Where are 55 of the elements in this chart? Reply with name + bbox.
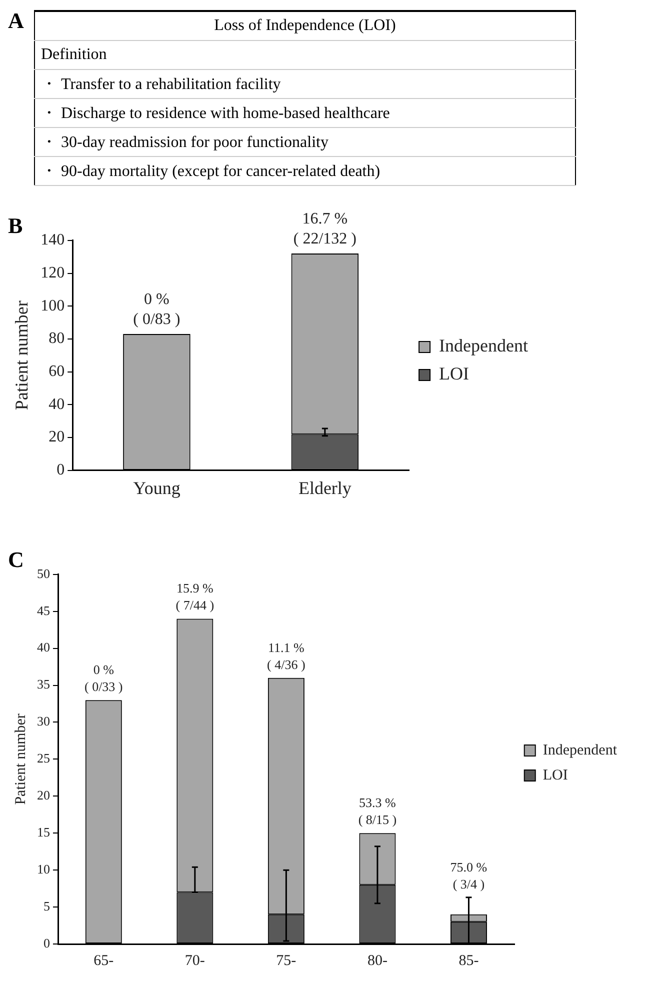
y-tick-label: 20 [37,788,50,803]
text: ・ 90-day mortality (except for cancer-related death) [34,156,576,186]
y-tick-label: 0 [56,462,65,479]
y-tick-label: 120 [40,264,65,282]
y-tick-label: 35 [37,676,50,692]
annotation: 0 % [93,662,114,677]
x-tick-label: 80- [367,952,388,969]
annotation: 15.9 % [176,580,214,596]
y-tick-label: 80 [48,330,65,348]
x-tick-label: 85- [458,952,479,969]
y-tick-label: 20 [48,428,65,446]
y-tick-label: 140 [40,232,65,249]
y-axis-title: Patient number [12,300,32,410]
annotation: 0 % [144,291,170,308]
annotation: 16.7 % [302,210,348,228]
annotation: ( 0/83 ) [133,311,180,328]
y-tick-label: 10 [37,862,50,876]
y-tick-label: 5 [44,898,50,914]
chart-title: C [8,546,24,572]
legend-label: LOI [542,767,568,784]
chart-title: B [8,212,23,238]
text: ・ Discharge to residence with home-based healthcare [34,98,576,128]
y-tick-label: 40 [37,640,50,655]
y-tick-label: 0 [44,935,50,950]
annotation: 75.0 % [450,859,488,874]
text: ・ 30-day readmission for poor functionality [34,128,576,156]
y-tick-label: 40 [48,396,65,413]
x-tick-label: Young [133,478,180,498]
y-tick-label: 30 [37,714,50,729]
text: ・ Transfer to a rehabilitation facility [34,70,576,98]
legend-label: LOI [439,364,470,384]
annotation: 53.3 % [359,795,396,810]
x-tick-label: Elderly [298,478,352,498]
legend-label: Independent [439,336,528,356]
annotation: 11.1 % [268,640,305,655]
annotation: ( 22/132 ) [293,230,356,248]
x-tick-label: 75- [276,952,296,969]
annotation: ( 8/15 ) [358,812,397,828]
annotation: ( 3/4 ) [452,876,485,892]
annotation: ( 0/33 ) [84,678,123,694]
y-tick-label: 45 [37,602,50,618]
text: Definition [34,40,576,70]
x-tick-label: 65- [94,952,114,969]
legend-label: Independent [542,742,618,758]
annotation: ( 4/36 ) [267,656,306,672]
x-tick-label: 70- [184,952,205,969]
y-tick-label: 25 [37,750,50,766]
y-tick-label: 60 [48,363,65,380]
y-axis-title: Patient number [12,714,29,805]
y-tick-label: 15 [37,824,50,840]
y-tick-label: 50 [37,566,50,581]
text: Loss of Independence (LOI) [34,11,576,40]
annotation: ( 7/44 ) [176,598,214,613]
text: A [8,8,24,34]
y-tick-label: 100 [40,297,65,314]
